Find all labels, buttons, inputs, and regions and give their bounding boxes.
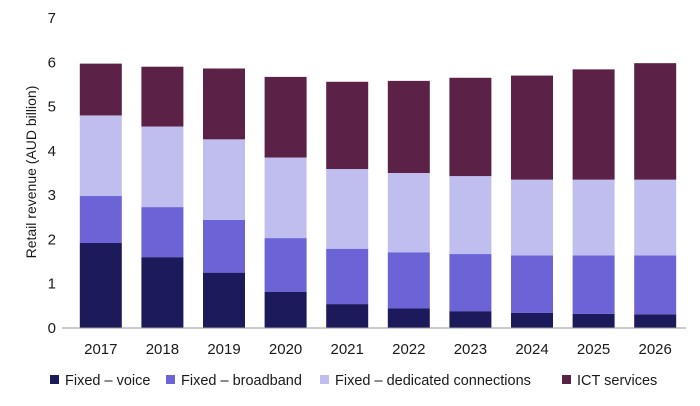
bar-segment xyxy=(387,308,430,328)
bar-segment xyxy=(79,63,122,116)
bar-segment xyxy=(264,238,307,292)
bar-segment xyxy=(203,219,245,273)
y-tick-label: 5 xyxy=(48,99,56,116)
legend-swatch xyxy=(50,375,59,384)
legend-swatch xyxy=(166,375,175,384)
x-tick-label: 2017 xyxy=(84,341,117,358)
bar-segment xyxy=(141,257,184,328)
y-tick-label: 6 xyxy=(48,54,56,71)
bar-segment xyxy=(203,139,245,220)
bar-segment xyxy=(141,207,184,258)
legend-swatch xyxy=(562,375,571,384)
bar-segment xyxy=(326,304,369,328)
x-tick-label: 2018 xyxy=(146,341,179,358)
bar-segment xyxy=(387,252,430,309)
y-tick-label: 0 xyxy=(48,320,56,337)
bar-segment xyxy=(511,75,553,180)
bar-segment xyxy=(449,176,492,255)
bar-segment xyxy=(264,76,307,158)
bar-segment xyxy=(79,115,122,197)
x-tick-label: 2024 xyxy=(515,341,548,358)
bar-segment xyxy=(634,314,677,328)
bar-segment xyxy=(203,68,245,140)
bar-segment xyxy=(203,272,245,328)
y-axis-ticks: 0 1 2 3 4 5 6 7 xyxy=(48,10,56,337)
y-tick-label: 4 xyxy=(48,143,56,160)
bar-segment xyxy=(387,173,430,253)
bar-segment xyxy=(572,255,615,314)
y-tick-label: 3 xyxy=(48,187,56,204)
x-tick-label: 2022 xyxy=(392,341,425,358)
bar-segment xyxy=(511,179,553,256)
x-tick-label: 2020 xyxy=(269,341,302,358)
y-tick-label: 7 xyxy=(48,10,56,27)
legend-label: Fixed – voice xyxy=(65,373,150,389)
bar-segment xyxy=(634,179,677,256)
bar-segment xyxy=(141,66,184,127)
bars xyxy=(79,63,677,328)
bar-segment xyxy=(511,255,553,313)
y-axis-title: Retail revenue (AUD billion) xyxy=(23,86,39,259)
bar-segment xyxy=(572,69,615,180)
x-tick-label: 2019 xyxy=(207,341,240,358)
bar-segment xyxy=(572,179,615,256)
bar-segment xyxy=(449,77,492,177)
bar-segment xyxy=(264,291,307,328)
bar-segment xyxy=(326,81,369,170)
y-tick-label: 1 xyxy=(48,276,56,293)
x-tick-label: 2026 xyxy=(639,341,672,358)
bar-segment xyxy=(141,126,184,208)
x-tick-label: 2025 xyxy=(577,341,610,358)
bar-segment xyxy=(511,312,553,328)
y-tick-label: 2 xyxy=(48,231,56,248)
bar-segment xyxy=(79,196,122,243)
bar-segment xyxy=(79,242,122,328)
bar-segment xyxy=(387,80,430,173)
bar-segment xyxy=(449,254,492,312)
legend-label: Fixed – dedicated connections xyxy=(335,373,531,389)
bar-segment xyxy=(634,63,677,180)
bar-segment xyxy=(326,169,369,249)
x-axis-ticks: 2017 2018 2019 2020 2021 2022 2023 2024 2025 2026 xyxy=(84,341,672,358)
bar-segment xyxy=(449,311,492,328)
bar-segment xyxy=(572,313,615,328)
legend-label: Fixed – broadband xyxy=(181,373,302,389)
bar-segment xyxy=(264,157,307,239)
x-tick-label: 2021 xyxy=(331,341,364,358)
x-tick-label: 2023 xyxy=(454,341,487,358)
legend: Fixed – voice Fixed – broadband Fixed – de… xyxy=(50,373,657,389)
bar-segment xyxy=(326,248,369,305)
bar-segment xyxy=(634,255,677,315)
legend-label: ICT services xyxy=(577,373,657,389)
legend-swatch xyxy=(320,375,329,384)
